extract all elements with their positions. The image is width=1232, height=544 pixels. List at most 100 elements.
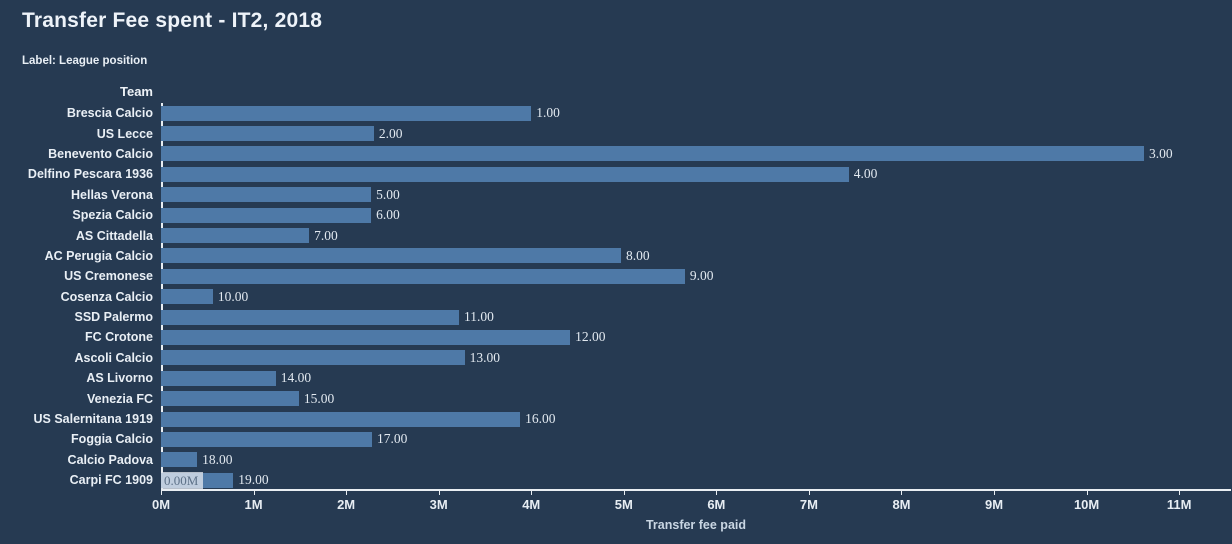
position-value-label: 19.00 (238, 472, 269, 488)
x-tick-mark (901, 491, 903, 495)
x-tick-label: 2M (337, 497, 356, 512)
plot-area: Brescia Calcio 1.00 US Lecce 2.00 Benevento … (0, 103, 1232, 491)
team-label: Foggia Calcio (71, 432, 153, 447)
x-axis-line (161, 489, 1231, 491)
fee-bar[interactable] (161, 391, 299, 407)
x-tick-label: 4M (522, 497, 541, 512)
position-value-label: 6.00 (376, 207, 400, 223)
fee-bar[interactable] (161, 248, 622, 264)
position-value-label: 2.00 (378, 125, 403, 141)
fee-bar[interactable] (161, 228, 310, 244)
bar-rows: Brescia Calcio 1.00 US Lecce 2.00 Benevento … (0, 103, 1232, 490)
team-label: Carpi FC 1909 (69, 473, 153, 488)
bar-track: 11.00 (161, 309, 1232, 325)
team-label: Ascoli Calcio (74, 350, 154, 365)
team-label: Benevento Calcio (48, 146, 153, 161)
fee-bar[interactable] (161, 207, 372, 223)
team-label: Spezia Calcio (72, 208, 153, 223)
team-label: FC Crotone (84, 330, 153, 345)
position-value-label: 12.00 (575, 329, 606, 345)
position-value-label: 8.00 (626, 247, 650, 263)
x-tick-mark (623, 491, 625, 495)
x-tick-label: 9M (985, 497, 1004, 512)
x-tick-label: 7M (799, 497, 818, 512)
bar-track: 5.00 (161, 186, 1232, 203)
fee-bar[interactable] (161, 431, 373, 447)
fee-bar[interactable] (161, 126, 374, 142)
bar-row: Benevento Calcio 3.00 (0, 144, 1232, 164)
x-tick-mark (808, 491, 810, 495)
x-tick-label: 0M (151, 497, 171, 512)
bar-track: 3.00 (161, 146, 1232, 162)
bar-track: 1.00 (161, 105, 1232, 121)
fee-bar[interactable] (161, 166, 849, 182)
bar-row: Delfino Pescara 1936 4.00 (0, 164, 1232, 184)
position-value-label: 10.00 (217, 288, 249, 304)
bar-row: Carpi FC 1909 19.00 0.00M (0, 470, 1232, 490)
bar-track: 13.00 (161, 349, 1232, 366)
fee-bar[interactable] (161, 350, 465, 366)
bar-row: SSD Palermo 11.00 (0, 307, 1232, 327)
bar-row: Calcio Padova 18.00 (0, 450, 1232, 470)
x-tick-mark (994, 491, 996, 495)
team-label: Venezia FC (87, 391, 153, 406)
bar-row: Venezia FC 15.00 (0, 388, 1232, 408)
team-label: Cosenza Calcio (60, 289, 153, 304)
bar-track: 17.00 (161, 431, 1232, 447)
fee-bar[interactable] (161, 329, 571, 345)
x-tick-label: 1M (244, 497, 263, 512)
bar-row: AC Perugia Calcio 8.00 (0, 246, 1232, 266)
team-label: Brescia Calcio (66, 106, 153, 121)
bar-track: 2.00 (161, 125, 1232, 142)
bar-row: Ascoli Calcio 13.00 (0, 348, 1232, 368)
fee-bar[interactable] (161, 187, 372, 203)
hover-value-label: 0.00M (161, 471, 203, 489)
bar-row: FC Crotone 12.00 (0, 327, 1232, 347)
x-tick-mark (346, 491, 348, 495)
team-label: US Lecce (96, 126, 153, 141)
fee-bar[interactable] (161, 411, 521, 427)
y-axis-header: Team (120, 84, 153, 99)
x-tick-mark (716, 491, 718, 495)
bar-track: 16.00 (161, 411, 1232, 427)
team-label: AS Cittadella (75, 228, 153, 243)
position-value-label: 11.00 (464, 309, 494, 325)
bar-track: 18.00 (161, 452, 1232, 468)
position-value-label: 14.00 (280, 370, 312, 386)
position-value-label: 13.00 (469, 349, 500, 365)
team-label: AS Livorno (86, 371, 153, 386)
page-title: Transfer Fee spent - IT2, 2018 (22, 9, 323, 32)
position-value-label: 9.00 (689, 268, 714, 284)
fee-bar[interactable] (161, 309, 460, 325)
fee-bar[interactable] (161, 268, 685, 284)
bar-row: Hellas Verona 5.00 (0, 185, 1232, 205)
x-tick-label: 11M (1166, 497, 1192, 512)
position-value-label: 16.00 (525, 411, 556, 427)
bar-track: 8.00 (161, 247, 1232, 264)
x-axis: 0M 1M 2M 3M 4M 5M 6M 7M 8M 9M 10M 11M (152, 489, 1231, 513)
bar-track: 7.00 (161, 228, 1232, 244)
team-label: Delfino Pescara 1936 (27, 167, 153, 182)
x-tick-mark (1179, 491, 1181, 495)
x-tick-mark (438, 491, 440, 495)
bar-track: 9.00 (161, 268, 1232, 284)
bar-row: Spezia Calcio 6.00 (0, 205, 1232, 225)
fee-bar[interactable] (161, 105, 532, 121)
bar-row: AS Cittadella 7.00 (0, 225, 1232, 245)
fee-bar[interactable] (161, 146, 1144, 162)
team-label: US Cremonese (64, 269, 153, 284)
x-tick-label: 6M (707, 497, 726, 512)
bar-track: 10.00 (161, 288, 1232, 305)
position-value-label: 4.00 (853, 166, 878, 182)
x-tick-mark (161, 491, 162, 495)
position-value-label: 17.00 (377, 431, 408, 447)
bar-track: 14.00 (161, 370, 1232, 386)
position-value-label: 5.00 (376, 186, 400, 202)
x-tick-label: 3M (429, 497, 448, 512)
fee-bar[interactable] (161, 289, 213, 305)
fee-bar[interactable] (161, 370, 276, 386)
x-axis-title: Transfer fee paid (645, 518, 747, 532)
team-label: US Salernitana 1919 (33, 412, 153, 427)
fee-bar[interactable] (161, 452, 198, 468)
